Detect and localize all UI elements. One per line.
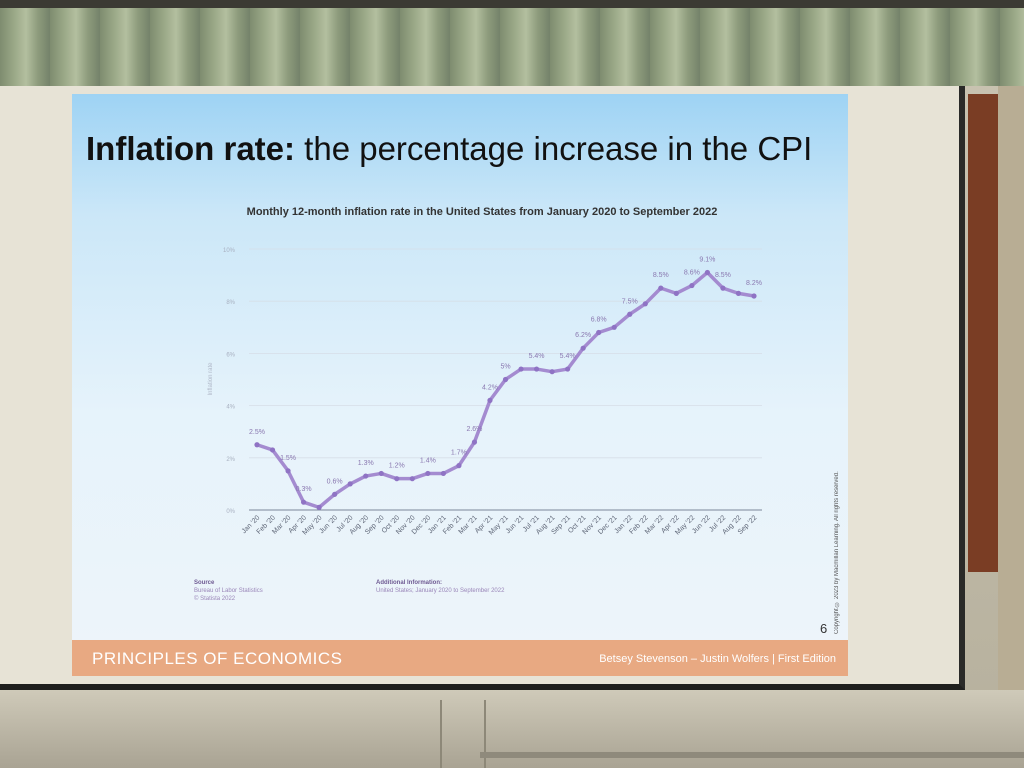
data-point <box>285 468 291 474</box>
data-label: 5.4% <box>529 353 545 360</box>
data-label: 8.5% <box>653 272 669 279</box>
data-point <box>658 285 664 291</box>
data-point <box>332 491 338 497</box>
data-point <box>549 369 555 375</box>
data-point <box>254 442 260 448</box>
data-point <box>316 504 322 510</box>
data-point <box>518 366 524 372</box>
projected-slide: Inflation rate: the percentage increase … <box>72 94 848 676</box>
additional-info-heading: Additional Information: <box>376 580 442 586</box>
data-point <box>363 473 369 479</box>
data-label: 9.1% <box>699 256 715 263</box>
source-heading: Source <box>194 580 215 586</box>
data-point <box>394 476 400 482</box>
data-label: 7.5% <box>622 298 638 305</box>
data-label: 6.2% <box>575 332 591 339</box>
data-label: 0.3% <box>296 486 312 493</box>
data-point <box>378 470 384 477</box>
data-point <box>425 470 431 477</box>
y-tick-label: 4% <box>226 405 235 411</box>
data-point <box>720 285 726 291</box>
wall-panel-seam <box>440 700 442 768</box>
data-label: 8.6% <box>684 270 700 277</box>
chart-title: Monthly 12-month inflation rate in the U… <box>246 206 718 218</box>
y-tick-label: 10% <box>223 248 236 254</box>
authors-edition: Betsey Stevenson – Justin Wolfers | Firs… <box>599 653 836 665</box>
y-tick-label: 6% <box>226 352 235 358</box>
data-point <box>627 311 633 317</box>
data-point <box>704 269 711 276</box>
data-label: 6.8% <box>591 317 607 324</box>
data-point <box>440 470 446 477</box>
data-label: 1.7% <box>451 450 467 457</box>
data-point <box>300 499 307 505</box>
data-point <box>533 366 540 372</box>
slide-footer: PRINCIPLES OF ECONOMICS Betsey Stevenson… <box>72 640 848 676</box>
data-point <box>596 329 602 336</box>
wall-rail <box>480 752 1024 758</box>
data-label: 4.2% <box>482 384 498 391</box>
y-axis-label: Inflation rate <box>208 362 214 396</box>
source-note: Source Bureau of Labor Statistics © Stat… <box>194 579 263 603</box>
curtain <box>0 8 1024 89</box>
data-point <box>347 481 353 487</box>
data-label: 1.2% <box>389 463 405 470</box>
slide-title: Inflation rate: the percentage increase … <box>86 130 812 168</box>
data-point <box>751 293 757 299</box>
data-point <box>642 301 648 307</box>
data-label: 1.3% <box>358 460 374 467</box>
data-label: 1.5% <box>280 455 296 462</box>
data-point <box>673 290 679 296</box>
data-point <box>409 476 415 482</box>
inflation-line-chart: 0% 2% 4% 6% 8% 10% Inflation rate 2.5% 1.5% 0.3% 0… <box>208 248 762 537</box>
data-point <box>456 463 462 469</box>
page-number: 6 <box>820 621 828 636</box>
y-tick-label: 0% <box>226 509 235 515</box>
y-tick-label: 2% <box>226 457 235 463</box>
source-line: Bureau of Labor Statistics <box>194 588 263 594</box>
data-label: 0.6% <box>327 478 343 485</box>
book-title: PRINCIPLES OF ECONOMICS <box>92 649 343 668</box>
source-line: © Statista 2022 <box>194 596 236 602</box>
y-tick-label: 8% <box>226 300 235 306</box>
data-label: 1.4% <box>420 457 436 464</box>
data-label: 5.4% <box>560 353 576 360</box>
data-point <box>471 439 478 445</box>
far-wall <box>998 86 1024 696</box>
data-label: 2.6% <box>466 426 482 433</box>
data-point <box>565 366 571 372</box>
data-point <box>487 397 493 403</box>
data-label: 5% <box>500 364 510 371</box>
data-point <box>502 376 509 383</box>
additional-info-line: United States; January 2020 to September… <box>376 588 505 594</box>
data-label: 8.2% <box>746 280 762 287</box>
data-point <box>735 290 742 296</box>
data-point <box>689 282 695 289</box>
data-point <box>611 324 617 330</box>
slide-title-rest: the percentage increase in the CPI <box>295 130 813 167</box>
slide-title-bold: Inflation rate: <box>86 130 296 167</box>
data-point <box>269 447 276 453</box>
copyright-notice: Copyright © 2023 by Macmillan Learning. … <box>834 471 840 634</box>
wall-panel-seam <box>484 700 486 768</box>
series-line <box>255 270 756 510</box>
wooden-pillar <box>968 94 998 572</box>
additional-info-note: Additional Information: United States; J… <box>376 579 504 595</box>
data-point <box>580 345 586 351</box>
data-label: 8.5% <box>715 272 731 279</box>
data-label: 2.5% <box>249 429 265 436</box>
